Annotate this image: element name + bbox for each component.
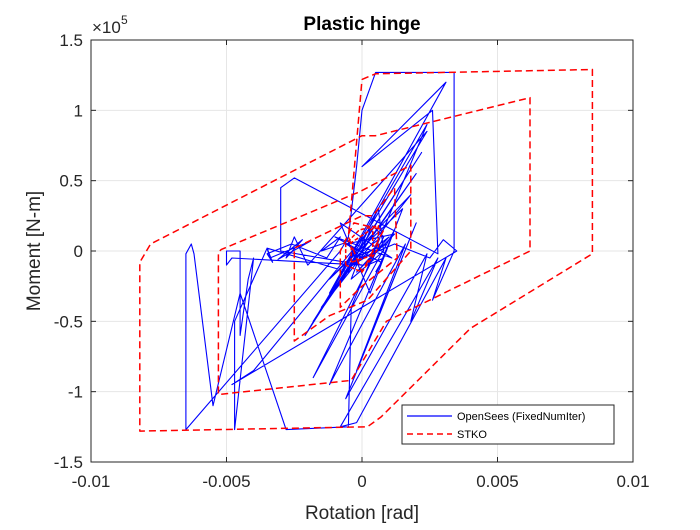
legend: OpenSees (FixedNumIter) STKO	[401, 404, 615, 445]
y-exponent-power: 5	[121, 13, 128, 27]
series-layer	[139, 68, 594, 432]
legend-label-opensees: OpenSees (FixedNumIter)	[457, 411, 585, 423]
y-tick-label: 0	[74, 242, 83, 261]
x-tick-label: -0.005	[202, 472, 250, 491]
y-tick-label: -0.5	[54, 312, 83, 331]
y-tick-label: 1	[74, 101, 83, 120]
x-tick-label: 0.005	[476, 472, 519, 491]
y-axis-label: Moment [N-m]	[24, 191, 45, 311]
y-tick-label: -1.5	[54, 453, 83, 472]
x-tick-label: -0.01	[72, 472, 111, 491]
series-loop-stko	[350, 227, 374, 264]
ticks: -0.01 -0.005 0 0.005 0.01 -1.5 -1 -0.5 0 0.5 1 1.5	[54, 31, 650, 491]
x-axis-label: Rotation [rad]	[305, 503, 419, 524]
legend-label-stko: STKO	[457, 429, 487, 441]
chart-title: Plastic hinge	[303, 14, 420, 35]
x-tick-label: 0	[357, 472, 366, 491]
series-loop-stko	[344, 224, 380, 273]
y-tick-label: 0.5	[59, 172, 83, 191]
series-line-opensees	[185, 71, 458, 431]
y-tick-label: -1	[68, 383, 83, 402]
legend-box	[401, 404, 615, 445]
y-exponent-base: ×10	[92, 18, 121, 37]
y-tick-label: 1.5	[59, 31, 83, 50]
series-line-stko	[139, 68, 594, 432]
x-tick-label: 0.01	[616, 472, 649, 491]
